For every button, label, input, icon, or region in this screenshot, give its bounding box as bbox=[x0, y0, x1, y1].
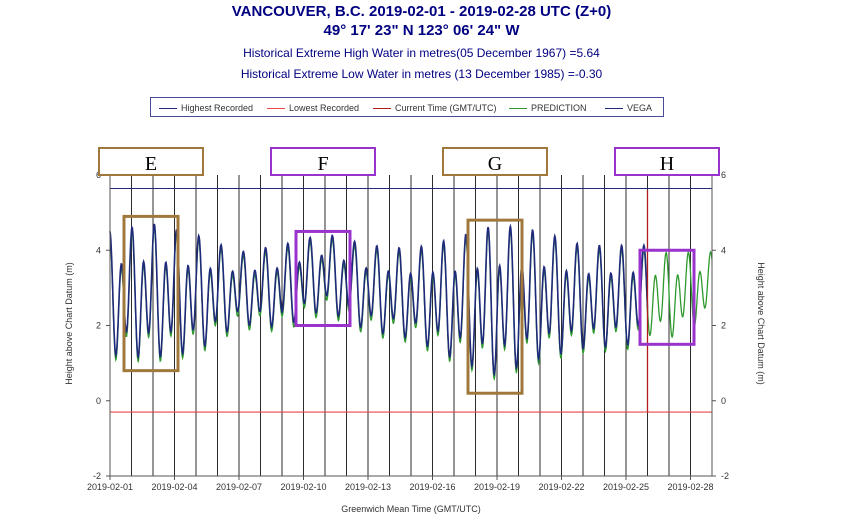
legend-swatch-lowest bbox=[267, 108, 285, 110]
y-tick-label-right: 4 bbox=[721, 245, 726, 255]
legend-item-lowest: Lowest Recorded bbox=[267, 103, 359, 113]
annotation-label-f: F bbox=[317, 153, 328, 175]
annotation-box-f bbox=[294, 229, 352, 327]
y-tick-label-right: -2 bbox=[721, 471, 729, 481]
annotation-box-g bbox=[466, 218, 524, 395]
x-tick-label: 2019-02-13 bbox=[345, 482, 391, 492]
legend-item-current-time: Current Time (GMT/UTC) bbox=[373, 103, 497, 113]
legend-swatch-current-time bbox=[373, 108, 391, 110]
y-axis-label-left: Height above Chart Datum (m) bbox=[64, 262, 74, 385]
y-tick-label-left: -2 bbox=[93, 471, 101, 481]
prediction-line-future bbox=[646, 250, 713, 339]
legend-item-highest: Highest Recorded bbox=[159, 103, 253, 113]
reference-lines bbox=[110, 188, 712, 413]
annotation-label-box-h bbox=[614, 147, 720, 176]
x-axis-label: Greenwich Mean Time (GMT/UTC) bbox=[341, 504, 481, 514]
extreme-low-note: Historical Extreme Low Water in metres (… bbox=[240, 67, 603, 81]
y-tick-label-right: 6 bbox=[721, 170, 726, 180]
legend-swatch-highest bbox=[159, 108, 177, 110]
annotation-label-box-e bbox=[98, 147, 204, 176]
x-tick-label: 2019-02-22 bbox=[538, 482, 584, 492]
annotation-label-box-f bbox=[270, 147, 376, 176]
y-tick-label-left: 0 bbox=[96, 396, 101, 406]
annotation-label-e: E bbox=[145, 153, 157, 175]
x-tick-label: 2019-02-01 bbox=[87, 482, 133, 492]
y-tick-label-right: 2 bbox=[721, 321, 726, 331]
x-tick-label: 2019-02-25 bbox=[603, 482, 649, 492]
legend-label-highest: Highest Recorded bbox=[181, 103, 254, 113]
legend: Highest Recorded Lowest Recorded Current… bbox=[150, 97, 664, 117]
legend-label-vega: VEGA bbox=[627, 103, 653, 113]
legend-label-prediction: PREDICTION bbox=[531, 103, 587, 113]
y-tick-label-left: 4 bbox=[96, 245, 101, 255]
legend-swatch-prediction bbox=[509, 108, 527, 110]
annotation-label-box-g bbox=[442, 147, 548, 176]
station-coordinates: 49° 17' 23" N 123° 06' 24" W bbox=[323, 22, 520, 39]
legend-label-current-time: Current Time (GMT/UTC) bbox=[395, 103, 497, 113]
annotation-label-h: H bbox=[660, 153, 674, 175]
annotation-label-g: G bbox=[488, 153, 502, 175]
x-tick-label: 2019-02-16 bbox=[409, 482, 455, 492]
legend-swatch-vega bbox=[605, 108, 623, 110]
x-tick-label: 2019-02-07 bbox=[216, 482, 262, 492]
series bbox=[109, 190, 713, 412]
chart-title: VANCOUVER, B.C. 2019-02-01 - 2019-02-28 … bbox=[231, 3, 612, 20]
vega-recorded-line bbox=[109, 223, 649, 377]
tick-labels: 66442200-2-22019-02-012019-02-042019-02-… bbox=[87, 170, 729, 492]
grid bbox=[109, 175, 713, 476]
extreme-high-note: Historical Extreme High Water in metres(… bbox=[243, 46, 600, 60]
x-tick-label: 2019-02-10 bbox=[280, 482, 326, 492]
annotations: E F G H bbox=[98, 147, 720, 395]
y-axis-label-right: Height above Chart Datum (m) bbox=[756, 262, 766, 385]
x-tick-label: 2019-02-19 bbox=[474, 482, 520, 492]
legend-item-vega: VEGA bbox=[605, 103, 652, 113]
x-tick-label: 2019-02-04 bbox=[151, 482, 197, 492]
legend-item-prediction: PREDICTION bbox=[509, 103, 587, 113]
y-tick-label-right: 0 bbox=[721, 396, 726, 406]
legend-label-lowest: Lowest Recorded bbox=[289, 103, 360, 113]
y-tick-label-left: 2 bbox=[96, 321, 101, 331]
annotation-box-h bbox=[638, 248, 696, 346]
x-tick-label: 2019-02-28 bbox=[667, 482, 713, 492]
annotation-box-e bbox=[122, 214, 180, 373]
